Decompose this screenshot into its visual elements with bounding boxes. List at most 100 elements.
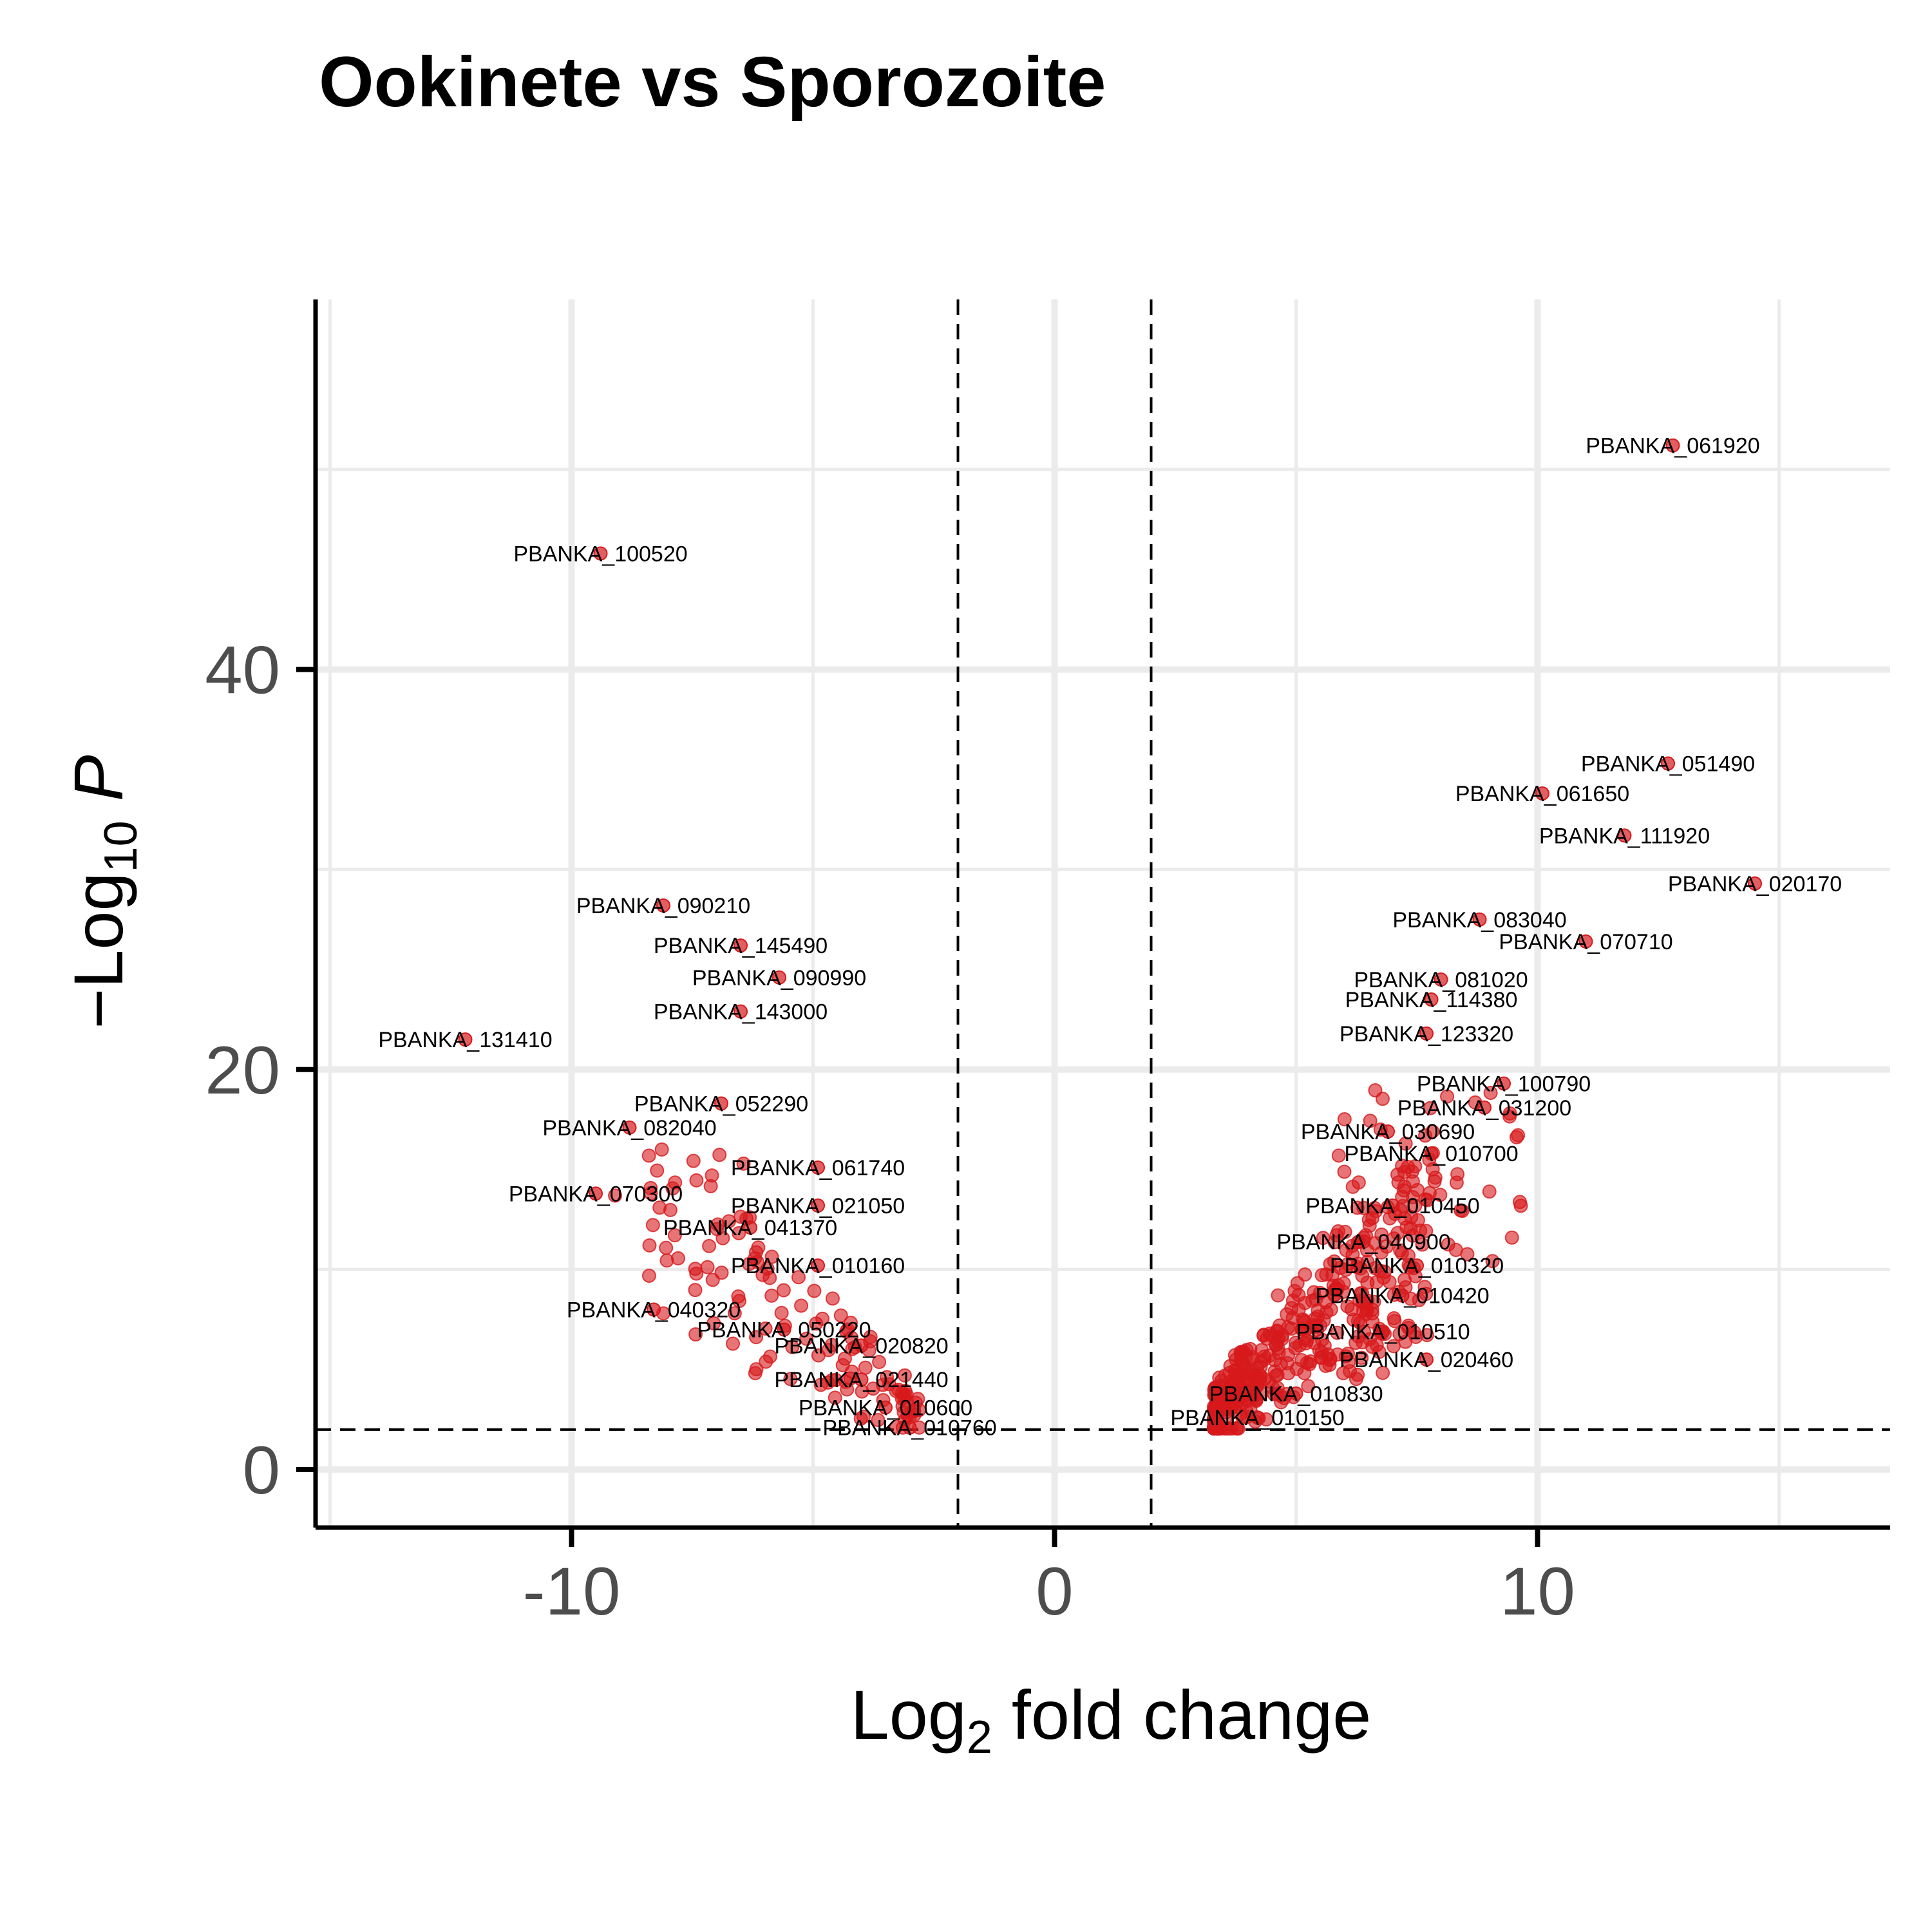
gene-label: PBANKA_010700	[1344, 1142, 1518, 1166]
gene-point	[1423, 1101, 1438, 1115]
gene-point	[1262, 1326, 1277, 1341]
labeled-gene-point	[656, 898, 670, 913]
gene-point	[828, 1390, 842, 1405]
labeled-gene-point	[1477, 1100, 1492, 1115]
gene-point	[897, 1368, 912, 1383]
gene-point	[1408, 1329, 1423, 1344]
labeled-gene-point	[622, 1120, 637, 1135]
gene-point	[794, 1298, 809, 1313]
gene-label: PBANKA_010600	[799, 1396, 972, 1421]
labeled-gene-point	[878, 1400, 893, 1415]
gene-point	[1374, 1227, 1389, 1242]
gene-point	[1433, 1188, 1448, 1202]
gene-point	[758, 1321, 773, 1336]
labeled-gene-point	[714, 1096, 728, 1111]
gene-point	[844, 1364, 859, 1379]
gene-label: PBANKA_041370	[663, 1216, 837, 1240]
gene-point	[652, 1200, 667, 1215]
gene-point	[726, 1336, 741, 1351]
gene-point	[689, 1173, 704, 1188]
gene-point	[705, 1168, 719, 1183]
gene-label: PBANKA_021050	[731, 1194, 905, 1218]
x-tick-label: 0	[1036, 1554, 1073, 1629]
threshold-lines	[316, 299, 1890, 1528]
gene-point	[1344, 1302, 1359, 1317]
labeled-gene-point	[854, 1372, 869, 1387]
gene-label: PBANKA_050220	[697, 1318, 871, 1343]
gene-point	[1337, 1164, 1352, 1179]
y-axis-label: −Log10 P	[59, 755, 147, 1028]
gene-point	[1378, 1264, 1392, 1279]
labeled-gene-point	[1289, 1386, 1303, 1401]
gene-point	[872, 1354, 887, 1369]
gene-label: PBANKA_010760	[822, 1416, 996, 1441]
gene-point	[1338, 1349, 1353, 1364]
gene-point	[824, 1338, 839, 1352]
gene-point	[825, 1291, 840, 1306]
labeled-gene-point	[743, 1220, 757, 1235]
gene-point	[1330, 1325, 1345, 1340]
labeled-gene-point	[1356, 1234, 1371, 1249]
gene-point	[1410, 1182, 1425, 1197]
gene-label: PBANKA_090990	[692, 966, 866, 990]
gene-point	[1398, 1136, 1413, 1151]
gene-label: PBANKA_070710	[1499, 930, 1672, 954]
gene-point	[1305, 1293, 1320, 1308]
gene-point	[1269, 1368, 1283, 1383]
gene-labels: PBANKA_061920 PBANKA_100520 PBANKA_051490 P…	[378, 434, 1842, 1441]
labeled-gene-point	[1424, 1146, 1439, 1161]
gene-point	[732, 1226, 746, 1240]
gene-label: PBANKA_131410	[378, 1028, 552, 1052]
gene-point	[1337, 1112, 1352, 1127]
gene-point	[645, 1218, 660, 1233]
gene-point	[785, 1340, 800, 1354]
gene-label: PBANKA_083040	[1392, 908, 1566, 933]
gene-point	[776, 1283, 791, 1298]
gene-point	[670, 1251, 685, 1265]
labeled-gene-point	[1497, 1076, 1511, 1091]
gene-point	[706, 1316, 721, 1331]
gene-label: PBANKA_031200	[1397, 1096, 1571, 1121]
gene-point	[1376, 1365, 1390, 1380]
gene-point	[641, 1268, 656, 1283]
gene-point	[659, 1253, 674, 1268]
gene-label: PBANKA_081020	[1354, 968, 1528, 992]
labeled-gene-point	[1410, 1258, 1424, 1273]
labeled-gene-point	[1661, 756, 1675, 771]
gene-point	[833, 1308, 848, 1323]
labeled-gene-point	[1250, 1410, 1265, 1425]
y-tick-label: 40	[205, 633, 280, 708]
gene-point	[714, 1265, 729, 1280]
gene-point	[710, 1217, 725, 1232]
gene-point	[1302, 1357, 1317, 1372]
gene-label: PBANKA_123320	[1340, 1022, 1513, 1046]
x-tick-label: 10	[1500, 1554, 1575, 1629]
gene-point	[731, 1289, 746, 1304]
labeled-gene-point	[811, 1258, 825, 1273]
labeled-gene-point	[777, 1322, 791, 1337]
gene-point	[1219, 1421, 1234, 1436]
gene-point	[1271, 1288, 1285, 1303]
labeled-gene-point	[1385, 1198, 1400, 1213]
gene-point	[1369, 1274, 1384, 1289]
gene-label: PBANKA_052290	[634, 1092, 808, 1117]
gene-point	[742, 1256, 757, 1271]
x-tick-label: -10	[523, 1554, 621, 1629]
gene-label: PBANKA_010830	[1209, 1382, 1383, 1406]
gene-point	[1336, 1366, 1350, 1381]
gene-point	[1359, 1301, 1374, 1316]
gene-point	[1413, 1223, 1428, 1238]
labeled-gene-point	[647, 1302, 661, 1317]
gene-point	[1395, 1159, 1410, 1173]
gene-point	[1420, 1193, 1435, 1208]
labeled-gene-point	[854, 1338, 869, 1353]
gene-point	[1365, 1211, 1380, 1226]
gene-label: PBANKA_020170	[1668, 872, 1842, 896]
gene-point	[1511, 1128, 1526, 1142]
gene-point	[659, 1240, 674, 1255]
y-axis-label-main: −Log	[59, 872, 137, 1028]
gene-point	[654, 1142, 669, 1157]
gene-point	[799, 1331, 814, 1346]
labeled-gene-point	[811, 1160, 825, 1175]
